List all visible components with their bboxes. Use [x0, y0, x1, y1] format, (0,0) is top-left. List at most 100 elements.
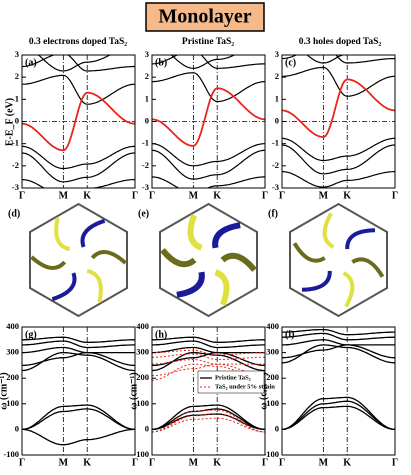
plot-area [152, 55, 265, 188]
y-tick-label: 100 [266, 398, 279, 408]
y-tick-label: 300 [136, 347, 149, 357]
k-label: Γ [279, 457, 285, 468]
band-curve [282, 328, 395, 336]
y-tick-label: 0 [15, 115, 19, 125]
band-curve [22, 145, 135, 170]
fermi-arc [342, 271, 355, 308]
fermi-arc [301, 270, 332, 292]
y-tick-label: -3 [12, 182, 19, 192]
column-heading: 0.3 electrons doped TaS₂ [29, 37, 127, 47]
k-label: Γ [279, 190, 285, 201]
k-label: K [343, 457, 351, 468]
y-tick-label: -3 [272, 182, 279, 192]
band-curve [22, 179, 135, 188]
y-tick-label: 0 [145, 423, 149, 433]
band-curve [282, 55, 395, 64]
k-label: K [213, 457, 221, 468]
k-label: M [189, 190, 199, 201]
fermi-arc [160, 248, 197, 268]
fermi-arc [30, 255, 67, 270]
y-tick-label: 2 [145, 71, 149, 81]
brillouin-zone [159, 202, 258, 318]
plot-area [152, 327, 265, 455]
panel-frame [281, 326, 396, 456]
band-curve [152, 340, 265, 349]
k-label: K [343, 190, 351, 201]
brillouin-zone [289, 202, 388, 318]
plot-area [22, 327, 135, 455]
y-tick-label: -100 [3, 449, 19, 459]
band-curve [152, 412, 265, 433]
band-curve [282, 171, 395, 188]
band-curve [22, 74, 135, 105]
band-curve [152, 409, 265, 433]
legend-label: TaS₂ under 5% strain [215, 383, 275, 390]
y-tick-label: 1 [275, 93, 279, 103]
y-tick-label: 3 [15, 49, 19, 59]
fermi-arc [86, 268, 103, 303]
band-curve [282, 137, 395, 162]
band-curve [152, 346, 265, 354]
k-label: M [319, 190, 329, 201]
k-label: Γ [149, 457, 155, 468]
band-curve [282, 332, 395, 341]
band-curve [22, 428, 135, 446]
panel-label: (f) [268, 208, 278, 219]
k-label: Γ [149, 190, 155, 201]
plot-area [282, 327, 395, 455]
fermi-arc [345, 228, 376, 250]
k-label: Γ [19, 190, 25, 201]
band-curve [22, 336, 135, 344]
band-curve [22, 346, 135, 354]
band-curve [152, 55, 265, 69]
y-tick-label: 100 [136, 398, 149, 408]
panel-label: (b) [155, 57, 167, 68]
y-tick-label: 200 [136, 372, 149, 382]
panel-frame [21, 326, 136, 456]
k-label: M [59, 457, 69, 468]
y-tick-label: -2 [142, 160, 149, 170]
band-curve [152, 363, 265, 381]
band-curve [282, 66, 395, 97]
y-tick-label: 1 [145, 93, 149, 103]
y-tick-label: 3 [275, 49, 279, 59]
plot-area [282, 55, 395, 188]
title-box [145, 2, 265, 32]
fermi-arc [90, 250, 127, 265]
k-label: Γ [262, 457, 268, 468]
band-curve [282, 344, 395, 364]
fermi-arc [51, 272, 77, 302]
title: Monolayer [158, 6, 251, 28]
panel-frame [151, 54, 266, 189]
y-tick-label: 3 [145, 49, 149, 59]
panel-frame [281, 54, 396, 189]
y-tick-label: 400 [6, 321, 19, 331]
phonon-ylabel: ω (cm⁻¹) [0, 372, 9, 410]
band-curve [152, 349, 265, 356]
band-curve [282, 78, 395, 138]
fermi-arc [214, 269, 230, 306]
panel-frame [21, 54, 136, 189]
k-label: K [83, 457, 91, 468]
k-label: Γ [19, 457, 25, 468]
band-curve [306, 55, 345, 64]
k-label: M [319, 457, 329, 468]
panel-label: (a) [25, 57, 37, 68]
y-tick-label: -1 [12, 138, 19, 148]
y-tick-label: 2 [15, 71, 19, 81]
k-label: Γ [392, 457, 398, 468]
fermi-arc [187, 214, 203, 251]
y-tick-label: 200 [6, 372, 19, 382]
y-tick-label: -1 [272, 138, 279, 148]
y-tick-label: 100 [6, 398, 19, 408]
y-tick-label: -100 [263, 449, 279, 459]
y-tick-label: 0 [145, 115, 149, 125]
y-tick-label: 300 [266, 347, 279, 357]
fermi-arc [212, 222, 241, 249]
band-curve [282, 400, 395, 431]
y-tick-label: -100 [133, 449, 149, 459]
band-curve [22, 340, 135, 349]
y-tick-label: -2 [272, 160, 279, 170]
k-label: Γ [392, 190, 398, 201]
panel-label: (d) [8, 208, 20, 219]
